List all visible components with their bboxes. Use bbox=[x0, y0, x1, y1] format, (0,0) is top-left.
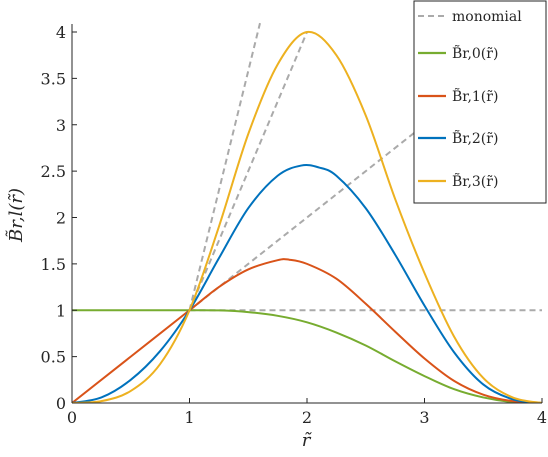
y-tick-label: 1 bbox=[56, 301, 66, 320]
y-tick-label: 2 bbox=[56, 209, 66, 228]
x-axis-label: r̃ bbox=[302, 430, 312, 451]
y-tick-label: 4 bbox=[56, 23, 66, 42]
y-tick-label: 2.5 bbox=[41, 162, 66, 181]
x-tick-label: 0 bbox=[67, 408, 77, 427]
legend-label-b2: B̃r,2(r̃) bbox=[452, 129, 498, 147]
y-tick-label: 1.5 bbox=[41, 255, 66, 274]
x-tick-label: 1 bbox=[184, 408, 194, 427]
legend-label-b0: B̃r,0(r̃) bbox=[452, 44, 498, 62]
legend-label-b3: B̃r,3(r̃) bbox=[452, 172, 498, 190]
b3-curve bbox=[72, 30, 542, 403]
legend-box bbox=[413, 0, 547, 204]
x-tick-label: 2 bbox=[302, 408, 312, 427]
y-axis-label: B̃r,l(r̃) bbox=[5, 188, 27, 243]
monomial-line-2 bbox=[188, 31, 308, 311]
y-tick-label: 3 bbox=[56, 116, 66, 135]
axes-layer: 0 1 2 3 4 0 0.5 1 1.5 2 2.5 3 3.5 4 bbox=[41, 23, 548, 427]
x-tick-label: 3 bbox=[419, 408, 429, 427]
b2-curve bbox=[72, 164, 542, 403]
legend-label-b1: B̃r,1(r̃) bbox=[452, 87, 498, 105]
x-tick-label: 4 bbox=[537, 408, 547, 427]
y-tick-label: 0 bbox=[56, 394, 66, 413]
b0-curve bbox=[72, 309, 542, 403]
legend: monomial B̃r,0(r̃) B̃r,1(r̃) B̃r,2(r̃) B… bbox=[413, 0, 547, 204]
y-tick-label: 3.5 bbox=[41, 69, 66, 88]
series-layer bbox=[72, 22, 542, 403]
legend-label-monomial: monomial bbox=[452, 9, 522, 25]
b1-curve bbox=[72, 258, 542, 403]
y-tick-label: 0.5 bbox=[41, 348, 66, 367]
